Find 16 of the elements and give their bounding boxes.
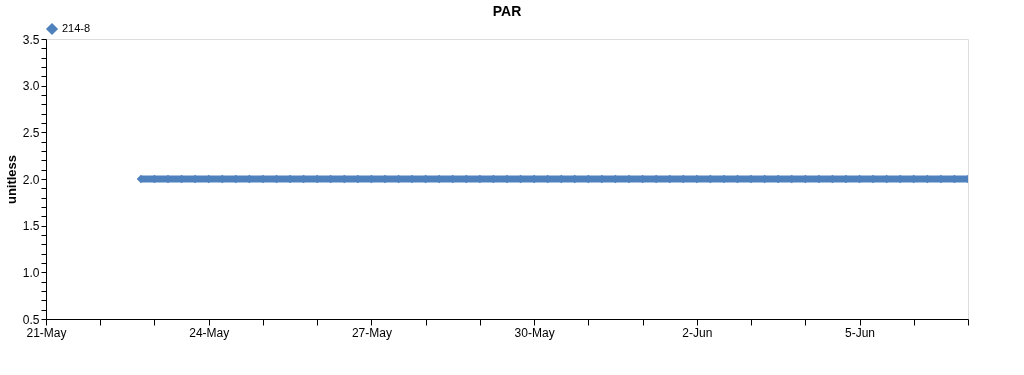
y-tick-label: 2.0 [22, 172, 40, 187]
y-tick-label: 1.0 [22, 265, 40, 280]
x-tick-label: 2-Jun [682, 325, 713, 340]
y-tick-label: 3.5 [22, 32, 40, 47]
y-tick-label: 0.5 [22, 312, 40, 327]
chart-title: PAR [492, 3, 522, 19]
y-tick-label: 3.0 [22, 79, 40, 94]
legend-label: 214-8 [62, 22, 91, 34]
y-axis-title: unitless [3, 154, 19, 205]
y-tick-label: 1.5 [22, 219, 40, 234]
x-tick-label: 27-May [351, 325, 392, 340]
x-tick-label: 5-Jun [845, 325, 876, 340]
x-tick-label: 30-May [514, 325, 555, 340]
x-tick-label: 24-May [189, 325, 230, 340]
x-tick-label: 21-May [26, 325, 67, 340]
y-tick-label: 2.5 [22, 125, 40, 140]
